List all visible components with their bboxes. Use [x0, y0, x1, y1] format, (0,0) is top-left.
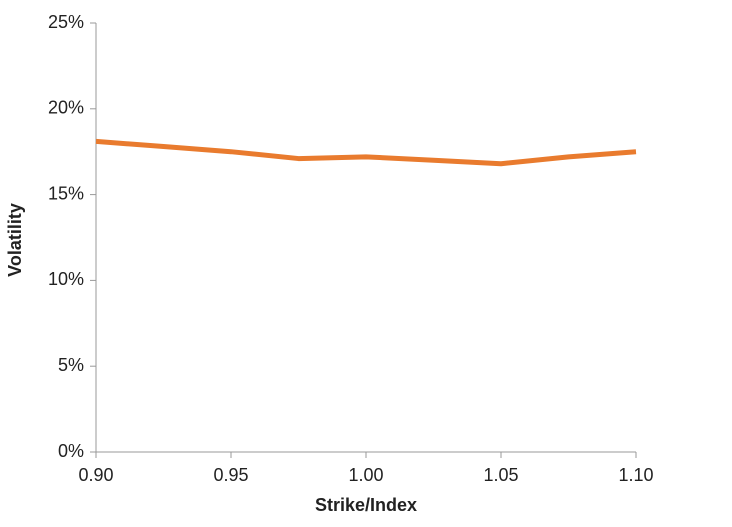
x-tick-label: 1.00 — [348, 465, 383, 485]
y-tick-label: 15% — [48, 183, 84, 203]
y-axis-title: Volatility — [5, 203, 25, 277]
y-tick-label: 20% — [48, 98, 84, 118]
x-axis-title: Strike/Index — [315, 495, 417, 515]
y-tick-label: 25% — [48, 12, 84, 32]
data-line — [95, 138, 637, 167]
x-tick-label: 1.10 — [618, 465, 653, 485]
x-tick-label: 0.90 — [78, 465, 113, 485]
x-tick-label: 0.95 — [213, 465, 248, 485]
y-tick-label: 5% — [58, 355, 84, 375]
y-tick-label: 10% — [48, 269, 84, 289]
y-tick-label: 0% — [58, 441, 84, 461]
x-tick-label: 1.05 — [483, 465, 518, 485]
